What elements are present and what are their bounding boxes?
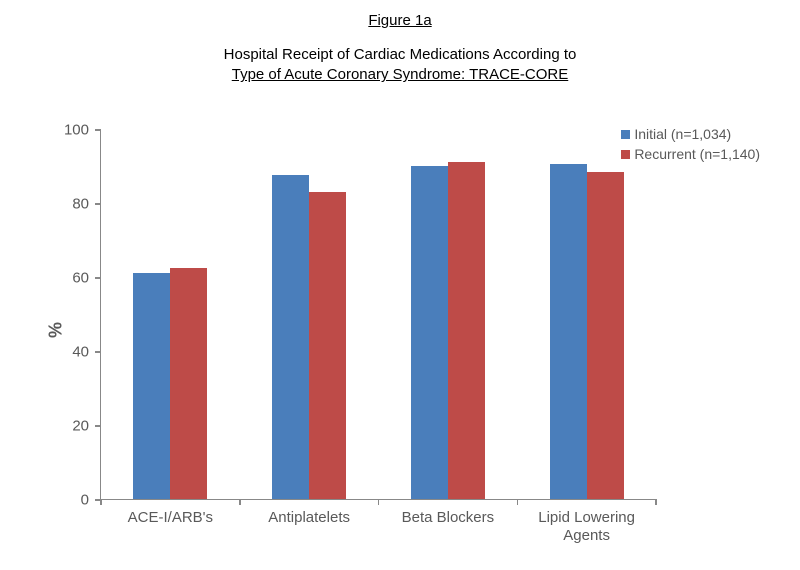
bar	[448, 162, 485, 499]
figure-label: Figure 1a	[0, 0, 800, 29]
y-tick	[95, 129, 101, 131]
y-tick-label: 20	[49, 418, 89, 435]
x-tick-label: Antiplatelets	[240, 509, 379, 527]
bar	[272, 175, 309, 499]
y-tick-label: 40	[49, 344, 89, 361]
bar	[411, 166, 448, 499]
legend-swatch	[621, 130, 630, 139]
title-line-2: Type of Acute Coronary Syndrome: TRACE-C…	[0, 65, 800, 85]
legend-item: Initial (n=1,034)	[621, 126, 760, 142]
legend-item: Recurrent (n=1,140)	[621, 146, 760, 162]
y-axis-title: %	[46, 322, 67, 338]
bar	[170, 268, 207, 499]
chart-title: Hospital Receipt of Cardiac Medications …	[0, 45, 800, 86]
y-tick-label: 80	[49, 196, 89, 213]
legend-label: Recurrent (n=1,140)	[634, 146, 760, 162]
bar	[309, 192, 346, 499]
bar	[133, 273, 170, 499]
y-tick	[95, 203, 101, 205]
x-tick-label: ACE-I/ARB's	[101, 509, 240, 527]
x-tick	[655, 499, 657, 505]
legend: Initial (n=1,034) Recurrent (n=1,140)	[621, 126, 760, 166]
title-line-1: Hospital Receipt of Cardiac Medications …	[0, 45, 800, 65]
x-tick	[239, 499, 241, 505]
y-tick-label: 60	[49, 270, 89, 287]
y-tick	[95, 425, 101, 427]
chart-container: % 020406080100ACE-I/ARB'sAntiplateletsBe…	[40, 120, 760, 540]
y-tick-label: 100	[49, 122, 89, 139]
y-tick-label: 0	[49, 492, 89, 509]
legend-label: Initial (n=1,034)	[634, 126, 731, 142]
x-tick	[517, 499, 519, 505]
legend-swatch	[621, 150, 630, 159]
bar	[587, 172, 624, 499]
y-tick	[95, 277, 101, 279]
x-tick-label: Beta Blockers	[379, 509, 518, 527]
bar	[550, 164, 587, 499]
x-tick	[378, 499, 380, 505]
x-tick-label: Lipid Lowering Agents	[517, 509, 656, 545]
plot-area: 020406080100ACE-I/ARB'sAntiplateletsBeta…	[100, 130, 655, 500]
y-tick	[95, 351, 101, 353]
x-tick	[100, 499, 102, 505]
